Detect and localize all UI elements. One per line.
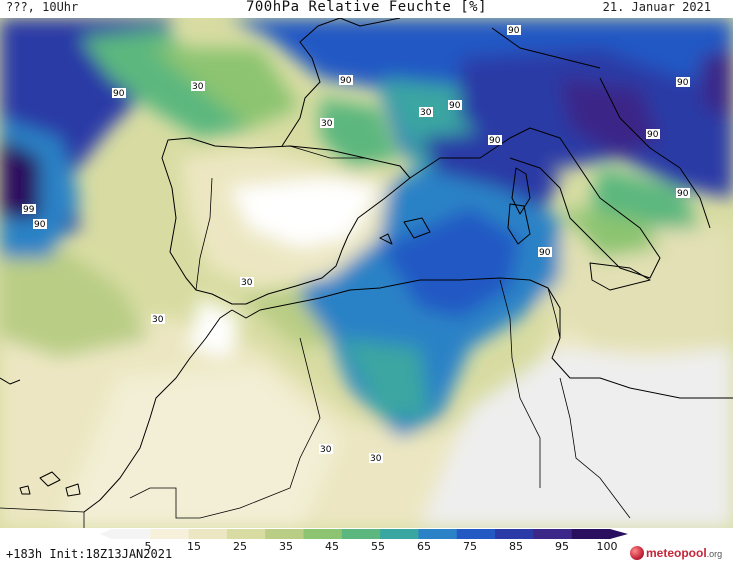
colorbar-arrow-right (610, 529, 628, 539)
colorbar-tick-label: 75 (463, 540, 477, 553)
colorbar-tick-label: 55 (371, 540, 385, 553)
colorbar-segment (150, 529, 190, 539)
svg-text:30: 30 (320, 445, 332, 455)
svg-text:90: 90 (508, 26, 520, 36)
contour-label: 30 (240, 277, 254, 288)
svg-text:30: 30 (152, 315, 164, 325)
contour-label: 90 (339, 75, 353, 86)
run-info: +183h Init:18Z13JAN2021 (6, 547, 173, 561)
header-bar: ???, 10Uhr 700hPa Relative Feuchte [%] 2… (0, 0, 733, 18)
svg-text:90: 90 (449, 101, 461, 111)
colorbar-segment (188, 529, 228, 539)
svg-text:90: 90 (677, 189, 689, 199)
colorbar (100, 529, 628, 539)
colorbar-tick-label: 15 (187, 540, 201, 553)
svg-text:30: 30 (241, 278, 253, 288)
humidity-map: 90 30 90 90 30 90 30 90 90 90 99 90 90 9… (0, 18, 733, 528)
colorbar-tick-label: 45 (325, 540, 339, 553)
colorbar-tick-label: 5 (144, 540, 152, 553)
colorbar-tick-label: 25 (233, 540, 247, 553)
svg-text:30: 30 (420, 108, 432, 118)
contour-label: 90 (676, 188, 690, 199)
chart-title: 700hPa Relative Feuchte [%] (245, 0, 488, 15)
colorbar-tick-label: 85 (509, 540, 523, 553)
svg-text:90: 90 (677, 78, 689, 88)
location-label: ???, 10Uhr (6, 0, 79, 14)
svg-text:90: 90 (113, 89, 125, 99)
colorbar-segment (112, 529, 151, 539)
date-label: 21. Januar 2021 (602, 0, 711, 14)
colorbar-segment (341, 529, 381, 539)
contour-label: 30 (419, 107, 433, 118)
contour-label: 99 (22, 204, 36, 215)
logo-suffix: .org (706, 549, 723, 559)
colorbar-segment (380, 529, 419, 539)
contour-label: 30 (159, 158, 173, 169)
colorbar-segment (456, 529, 496, 539)
svg-text:30: 30 (370, 454, 382, 464)
meteopool-logo[interactable]: meteopool.org (630, 546, 722, 560)
logo-ball-icon (630, 546, 644, 560)
contour-labels: 90 30 90 90 30 90 30 90 90 90 99 90 90 9… (22, 25, 690, 464)
svg-text:90: 90 (489, 136, 501, 146)
logo-text: meteopool (646, 546, 707, 560)
colorbar-segment (533, 529, 573, 539)
contour-label: 30 (369, 453, 383, 464)
colorbar-segment (226, 529, 266, 539)
humidity-field (0, 18, 733, 528)
contour-label: 30 (151, 314, 165, 325)
colorbar-tick-label: 65 (417, 540, 431, 553)
contour-label: 30 (320, 118, 334, 129)
colorbar-tick-label: 95 (555, 540, 569, 553)
contour-label: 90 (33, 219, 47, 230)
colorbar-tick-label: 35 (279, 540, 293, 553)
contour-label: 90 (507, 25, 521, 36)
contour-label: 90 (112, 88, 126, 99)
contour-label: 90 (448, 100, 462, 111)
svg-text:99: 99 (23, 205, 35, 215)
svg-text:90: 90 (647, 130, 659, 140)
colorbar-segment (303, 529, 343, 539)
contour-label: 90 (538, 247, 552, 258)
contour-label: 90 (488, 135, 502, 146)
contour-label: 30 (191, 81, 205, 92)
colorbar-arrow-left (100, 529, 112, 539)
colorbar-segment (495, 529, 534, 539)
colorbar-tick-label: 100 (596, 540, 618, 553)
borders (0, 145, 631, 528)
svg-text:30: 30 (321, 119, 333, 129)
contour-label: 90 (676, 77, 690, 88)
svg-text:30: 30 (192, 82, 204, 92)
coastlines (0, 18, 733, 513)
contour-label: 30 (319, 444, 333, 455)
svg-text:90: 90 (34, 220, 46, 230)
colorbar-segment (571, 529, 611, 539)
svg-text:90: 90 (539, 248, 551, 258)
contour-label: 90 (646, 129, 660, 140)
svg-text:90: 90 (340, 76, 352, 86)
colorbar-segment (265, 529, 305, 539)
colorbar-segment (418, 529, 458, 539)
